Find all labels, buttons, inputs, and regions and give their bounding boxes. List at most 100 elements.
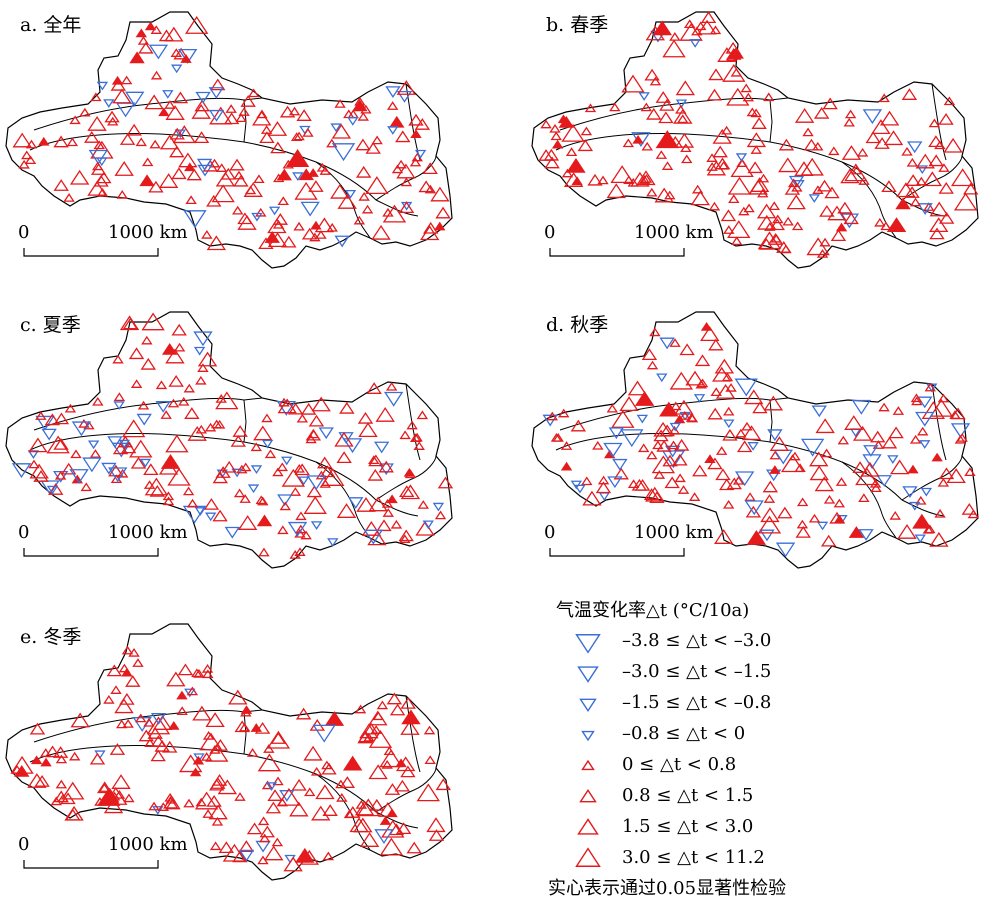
station-warming-marker bbox=[163, 796, 179, 809]
station-warming-marker bbox=[54, 470, 67, 480]
station-cooling-marker bbox=[277, 494, 293, 507]
station-warming-marker bbox=[61, 462, 77, 475]
station-warming-marker bbox=[358, 422, 378, 438]
station-warming-marker bbox=[119, 133, 136, 145]
station-warming-marker bbox=[167, 467, 191, 486]
station-warming-marker bbox=[257, 855, 269, 865]
station-warming-marker bbox=[96, 187, 109, 197]
station-warming-marker bbox=[141, 335, 153, 345]
station-warming-marker bbox=[690, 190, 711, 206]
station-warming-marker bbox=[92, 161, 104, 171]
station-warming-marker bbox=[135, 28, 148, 38]
station-warming-marker bbox=[844, 415, 864, 430]
station-warming-marker bbox=[727, 176, 752, 195]
station-warming-marker bbox=[357, 112, 369, 121]
station-warming-marker bbox=[18, 159, 30, 169]
station-warming-marker bbox=[956, 433, 968, 442]
station-cooling-marker bbox=[88, 149, 109, 165]
station-cooling-marker bbox=[863, 445, 879, 457]
station-warming-marker bbox=[840, 168, 860, 184]
station-warming-marker bbox=[315, 470, 328, 480]
station-warming-marker bbox=[267, 121, 288, 136]
legend-title: 气温变化率△t (°C/10a) bbox=[556, 600, 750, 621]
station-warming-marker bbox=[558, 408, 570, 418]
station-cooling-marker bbox=[247, 484, 260, 494]
station-warming-marker bbox=[295, 524, 307, 534]
station-warming-marker bbox=[170, 48, 183, 57]
station-warming-marker bbox=[211, 816, 224, 826]
station-warming-marker bbox=[368, 496, 388, 512]
station-cooling-marker bbox=[298, 476, 310, 486]
station-warming-marker bbox=[549, 123, 561, 133]
station-warming-marker bbox=[355, 800, 368, 809]
station-warming-marker bbox=[814, 476, 834, 492]
station-warming-marker bbox=[688, 492, 701, 501]
station-warming-marker bbox=[143, 463, 159, 476]
station-warming-marker bbox=[310, 220, 322, 230]
station-warming-marker bbox=[253, 174, 265, 184]
station-warming-marker bbox=[155, 380, 168, 390]
station-warming-marker bbox=[680, 143, 692, 153]
station-warming-marker bbox=[195, 797, 207, 807]
station-cooling-marker bbox=[195, 91, 211, 104]
station-warming-marker bbox=[649, 491, 665, 504]
station-cooling-marker bbox=[723, 419, 735, 429]
station-warming-marker bbox=[892, 406, 905, 415]
station-cooling-marker bbox=[858, 529, 874, 541]
station-warming-marker bbox=[725, 41, 741, 54]
station-warming-marker bbox=[396, 80, 417, 95]
station-warming-marker bbox=[138, 729, 154, 742]
station-warming-marker bbox=[135, 137, 147, 147]
station-warming-marker bbox=[44, 745, 61, 758]
station-warming-marker bbox=[747, 161, 763, 174]
station-warming-marker bbox=[726, 48, 742, 60]
station-warming-marker bbox=[267, 789, 283, 801]
station-warming-marker bbox=[879, 110, 900, 126]
station-warming-marker bbox=[679, 343, 695, 356]
station-warming-marker bbox=[183, 383, 195, 393]
station-warming-marker bbox=[261, 413, 273, 423]
station-warming-marker bbox=[177, 663, 194, 676]
station-warming-marker bbox=[55, 779, 68, 789]
station-cooling-marker bbox=[851, 399, 872, 415]
station-warming-marker bbox=[255, 207, 267, 217]
station-cooling-marker bbox=[330, 123, 342, 133]
station-cooling-marker bbox=[775, 542, 796, 558]
station-warming-marker bbox=[410, 129, 422, 138]
station-warming-marker bbox=[400, 177, 413, 187]
station-warming-marker bbox=[93, 174, 109, 187]
station-warming-marker bbox=[395, 758, 407, 768]
station-warming-marker bbox=[232, 205, 244, 215]
station-warming-marker bbox=[416, 410, 429, 420]
station-warming-marker bbox=[28, 459, 40, 469]
station-cooling-marker bbox=[331, 143, 356, 162]
station-warming-marker bbox=[745, 505, 762, 518]
station-warming-marker bbox=[260, 125, 273, 134]
station-cooling-marker bbox=[432, 502, 445, 512]
station-warming-marker bbox=[336, 451, 352, 464]
station-warming-marker bbox=[308, 180, 324, 192]
cooling-triangle-icon bbox=[581, 730, 595, 742]
station-warming-marker bbox=[582, 490, 602, 506]
station-warming-marker bbox=[278, 397, 290, 407]
station-warming-marker bbox=[149, 484, 166, 497]
station-warming-marker bbox=[796, 497, 809, 507]
station-warming-marker bbox=[202, 809, 214, 818]
station-warming-marker bbox=[171, 323, 187, 336]
station-warming-marker bbox=[212, 509, 228, 522]
station-warming-marker bbox=[786, 194, 806, 210]
map-panel-autumn: d. 秋季 0 1000 km bbox=[526, 300, 996, 575]
station-warming-marker bbox=[929, 531, 949, 547]
station-warming-marker bbox=[949, 410, 961, 419]
station-warming-marker bbox=[414, 118, 431, 130]
station-warming-marker bbox=[258, 547, 270, 557]
station-warming-marker bbox=[27, 773, 47, 788]
station-warming-marker bbox=[638, 175, 651, 184]
station-warming-marker bbox=[307, 168, 319, 177]
station-warming-marker bbox=[597, 175, 609, 185]
station-warming-marker bbox=[305, 434, 317, 444]
station-warming-marker bbox=[365, 141, 381, 154]
station-warming-marker bbox=[279, 501, 291, 511]
station-warming-marker bbox=[111, 75, 124, 85]
station-warming-marker bbox=[288, 106, 301, 116]
